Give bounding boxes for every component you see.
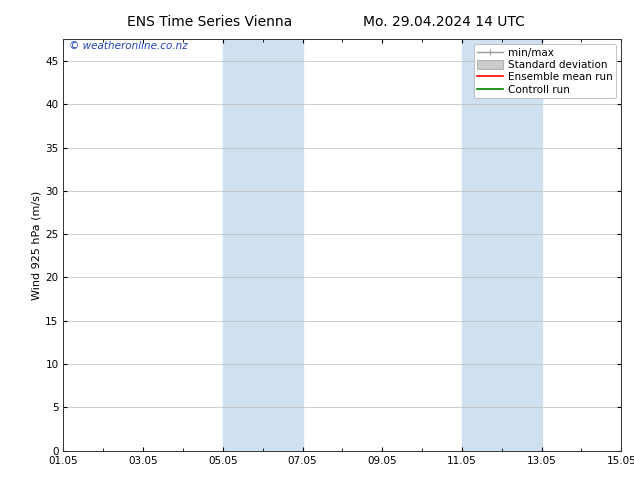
Bar — [462, 39, 541, 451]
Text: © weatheronline.co.nz: © weatheronline.co.nz — [69, 41, 188, 51]
Text: ENS Time Series Vienna: ENS Time Series Vienna — [127, 15, 292, 29]
Y-axis label: Wind 925 hPa (m/s): Wind 925 hPa (m/s) — [31, 191, 41, 299]
Legend: min/max, Standard deviation, Ensemble mean run, Controll run: min/max, Standard deviation, Ensemble me… — [474, 45, 616, 98]
Bar — [223, 39, 302, 451]
Text: Mo. 29.04.2024 14 UTC: Mo. 29.04.2024 14 UTC — [363, 15, 525, 29]
